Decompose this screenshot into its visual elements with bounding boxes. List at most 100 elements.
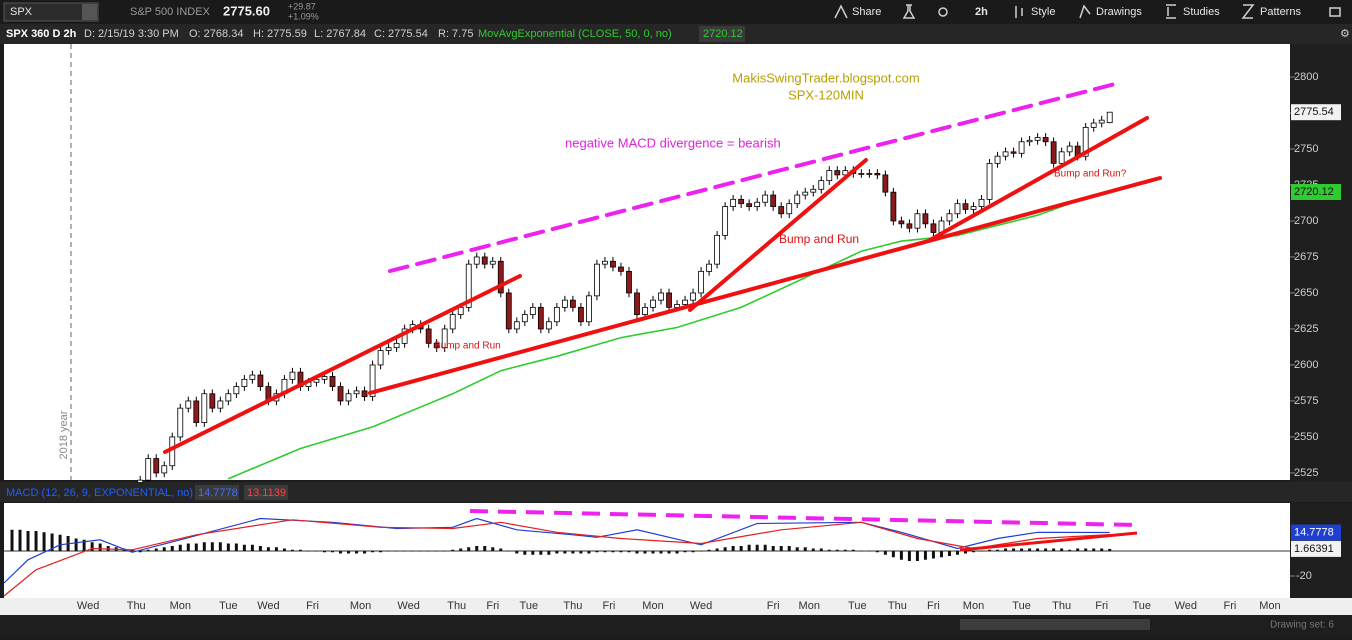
histogram-bar bbox=[731, 546, 735, 551]
candle-body bbox=[706, 263, 712, 272]
x-tick-label: Wed bbox=[77, 600, 99, 612]
candle-body bbox=[914, 213, 921, 229]
histogram-bar bbox=[595, 551, 599, 553]
scrollbar-thumb[interactable] bbox=[960, 619, 1150, 630]
x-tick-label: Thu bbox=[888, 600, 907, 612]
histogram-bar bbox=[835, 549, 839, 551]
candle-body bbox=[594, 263, 600, 297]
candle-body bbox=[161, 465, 168, 474]
candle-body bbox=[1098, 119, 1105, 124]
candle-body bbox=[377, 350, 384, 366]
candle-body bbox=[241, 378, 248, 387]
drawings-button[interactable]: Drawings bbox=[1096, 6, 1142, 18]
candle-body bbox=[473, 256, 480, 265]
histogram-bar bbox=[459, 548, 463, 551]
candle-body bbox=[521, 314, 528, 323]
histogram-bar bbox=[1020, 548, 1024, 551]
y-tick-label: -20 bbox=[1296, 570, 1312, 582]
x-tick-label: Tue bbox=[1012, 600, 1031, 612]
settings-icon[interactable] bbox=[938, 7, 948, 17]
histogram-bar bbox=[499, 548, 503, 551]
histogram-bar bbox=[787, 546, 791, 551]
histogram-bar bbox=[234, 543, 238, 551]
histogram-bar bbox=[939, 551, 943, 558]
histogram-bar bbox=[755, 544, 759, 551]
x-tick-label: Mon bbox=[963, 600, 984, 612]
histogram-bar bbox=[58, 534, 62, 551]
flask-icon[interactable] bbox=[902, 4, 916, 19]
x-tick-label: Fri bbox=[486, 600, 499, 612]
candle-body bbox=[545, 321, 552, 330]
histogram-bar bbox=[763, 544, 767, 551]
candle-body bbox=[465, 263, 472, 308]
histogram-bar bbox=[395, 551, 399, 552]
candle-body bbox=[634, 292, 640, 315]
bar-low: L: 2767.84 bbox=[314, 28, 366, 40]
x-tick-label: Wed bbox=[257, 600, 279, 612]
candle-body bbox=[746, 203, 753, 207]
histogram-bar bbox=[779, 546, 783, 551]
histogram-bar bbox=[363, 551, 367, 554]
histogram-bar bbox=[1052, 548, 1056, 551]
candle-body bbox=[1082, 126, 1089, 157]
histogram-bar bbox=[955, 551, 959, 555]
candle-body bbox=[1050, 141, 1057, 164]
macd-line bbox=[3, 519, 1110, 597]
histogram-bar bbox=[34, 531, 38, 551]
candle-body bbox=[313, 378, 320, 383]
timeframe-button[interactable]: 2h bbox=[975, 6, 988, 18]
x-tick-label: Thu bbox=[563, 600, 582, 612]
candle-body bbox=[698, 270, 704, 294]
histogram-bar bbox=[667, 551, 671, 554]
studies-button[interactable]: Studies bbox=[1183, 6, 1220, 18]
histogram-bar bbox=[811, 548, 815, 551]
x-tick-label: Tue bbox=[219, 600, 238, 612]
candle-body bbox=[722, 206, 729, 236]
histogram-bar bbox=[539, 551, 543, 555]
bar-range: R: 7.75 bbox=[438, 28, 473, 40]
symbol-dropdown[interactable] bbox=[82, 4, 97, 20]
y-tick-label: 2575 bbox=[1294, 395, 1318, 407]
bar-open: O: 2768.34 bbox=[189, 28, 243, 40]
menu-icon[interactable] bbox=[1329, 7, 1341, 17]
share-button[interactable]: Share bbox=[852, 6, 881, 18]
histogram-bar bbox=[859, 551, 863, 552]
y-tick-label: 2675 bbox=[1294, 251, 1318, 263]
candle-body bbox=[658, 292, 664, 301]
style-button[interactable]: Style bbox=[1031, 6, 1055, 18]
histogram-bar bbox=[523, 551, 527, 555]
candle-body bbox=[145, 458, 152, 481]
candle-body bbox=[433, 342, 440, 349]
histogram-bar bbox=[891, 551, 895, 558]
histogram-bar bbox=[923, 551, 927, 560]
candle-body bbox=[674, 304, 680, 308]
candle-body bbox=[529, 306, 536, 315]
histogram-bar bbox=[827, 549, 831, 551]
histogram-bar bbox=[339, 551, 343, 554]
macd-line bbox=[3, 517, 1110, 584]
candle-body bbox=[233, 386, 240, 395]
histogram-bar bbox=[931, 551, 935, 559]
symbol: SPX bbox=[10, 6, 33, 18]
candle-body bbox=[714, 234, 721, 265]
symbol-box[interactable] bbox=[3, 2, 99, 22]
style-icon bbox=[1015, 6, 1023, 18]
candle-body bbox=[794, 194, 801, 205]
settings-shortcut[interactable]: ⚙ bbox=[1340, 28, 1350, 40]
x-tick-label: Fri bbox=[1223, 600, 1236, 612]
value-box bbox=[1291, 540, 1341, 557]
patterns-button[interactable]: Patterns bbox=[1260, 6, 1301, 18]
candle-body bbox=[586, 295, 592, 323]
macd-value: 14.7778 bbox=[198, 487, 238, 499]
histogram-bar bbox=[988, 549, 992, 551]
x-tick-label: Wed bbox=[1175, 600, 1197, 612]
histogram-bar bbox=[715, 548, 719, 551]
histogram-bar bbox=[154, 548, 158, 551]
bar-high: H: 2775.59 bbox=[253, 28, 307, 40]
histogram-bar bbox=[659, 551, 663, 554]
candle-body bbox=[425, 328, 432, 344]
last-price: 2775.60 bbox=[223, 3, 270, 18]
histogram-bar bbox=[947, 551, 951, 556]
ema-price-box bbox=[1291, 183, 1341, 200]
candle-body bbox=[650, 299, 656, 308]
